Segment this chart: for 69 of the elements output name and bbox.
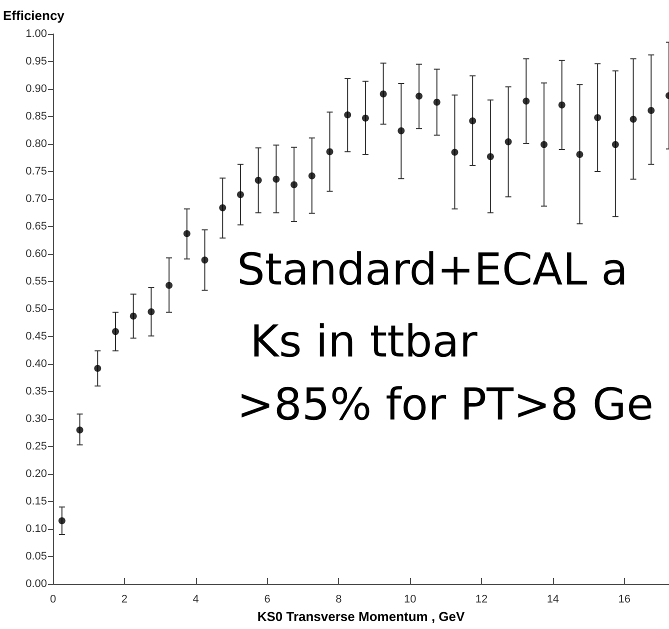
point bbox=[272, 176, 280, 183]
y-tick-label: 0.95 bbox=[26, 56, 47, 68]
point bbox=[362, 114, 369, 122]
y-tick-label: 0.20 bbox=[26, 468, 47, 480]
point bbox=[76, 426, 84, 434]
y-tick-label: 0.00 bbox=[26, 578, 47, 590]
y-tick-label: 0.50 bbox=[26, 303, 47, 315]
point bbox=[612, 141, 619, 148]
point bbox=[201, 256, 208, 264]
point bbox=[290, 181, 298, 188]
point bbox=[166, 282, 173, 289]
annotation: >85% for PT>8 Ge bbox=[237, 380, 654, 430]
annotation: Standard+ECAL a bbox=[237, 244, 628, 296]
y-tick-label: 0.05 bbox=[26, 550, 47, 562]
y-tick-label: 0.55 bbox=[26, 276, 47, 288]
y-tick-label: 0.25 bbox=[26, 440, 47, 452]
point bbox=[416, 92, 423, 100]
point bbox=[558, 101, 566, 108]
point bbox=[451, 148, 458, 156]
annotation: Ks in ttbar bbox=[250, 316, 478, 368]
point bbox=[183, 230, 190, 238]
point bbox=[648, 106, 655, 114]
y-tick-label: 0.10 bbox=[26, 523, 47, 535]
y-tick-label: 1.00 bbox=[26, 28, 47, 40]
point bbox=[380, 90, 387, 98]
x-tick-label: 6 bbox=[264, 594, 270, 606]
x-tick-label: 10 bbox=[404, 594, 416, 606]
point bbox=[58, 517, 66, 524]
x-tick-label: 12 bbox=[475, 594, 488, 606]
point bbox=[254, 176, 262, 184]
x-tick-label: 14 bbox=[546, 594, 560, 606]
point bbox=[630, 116, 637, 123]
point bbox=[344, 111, 352, 118]
y-tick-label: 0.45 bbox=[26, 330, 47, 342]
x-tick-label: 8 bbox=[336, 594, 342, 606]
x-tick-label: 16 bbox=[618, 594, 630, 606]
x-tick-label: 2 bbox=[121, 594, 128, 606]
y-tick-label: 0.75 bbox=[26, 166, 47, 178]
point bbox=[540, 141, 548, 148]
point bbox=[236, 191, 244, 198]
point bbox=[148, 308, 155, 316]
point bbox=[433, 98, 440, 106]
point bbox=[219, 204, 226, 212]
point bbox=[308, 172, 316, 180]
x-tick-label: 4 bbox=[192, 594, 199, 606]
y-tick-label: 0.15 bbox=[26, 496, 47, 508]
point bbox=[576, 150, 584, 158]
point bbox=[522, 98, 530, 105]
y-axis-title: Efficiency bbox=[3, 8, 66, 23]
y-tick-label: 0.80 bbox=[26, 138, 47, 150]
point bbox=[398, 127, 405, 134]
y-tick-label: 0.35 bbox=[26, 386, 47, 398]
y-tick-label: 0.70 bbox=[26, 193, 47, 205]
point bbox=[326, 148, 334, 156]
y-tick-label: 0.30 bbox=[26, 413, 47, 425]
point bbox=[594, 114, 602, 122]
point bbox=[486, 153, 494, 160]
y-tick-label: 0.85 bbox=[26, 110, 47, 122]
point bbox=[130, 312, 137, 320]
y-tick-label: 0.65 bbox=[26, 220, 47, 232]
y-tick-label: 0.40 bbox=[26, 358, 47, 370]
x-axis-title: KS0 Transverse Momentum , GeV bbox=[257, 609, 465, 624]
point bbox=[504, 138, 512, 146]
y-tick-label: 0.90 bbox=[26, 83, 47, 95]
point bbox=[112, 328, 119, 336]
point bbox=[469, 117, 476, 124]
point bbox=[94, 364, 102, 372]
y-tick-label: 0.60 bbox=[26, 248, 47, 260]
x-tick-label: 0 bbox=[50, 594, 56, 606]
